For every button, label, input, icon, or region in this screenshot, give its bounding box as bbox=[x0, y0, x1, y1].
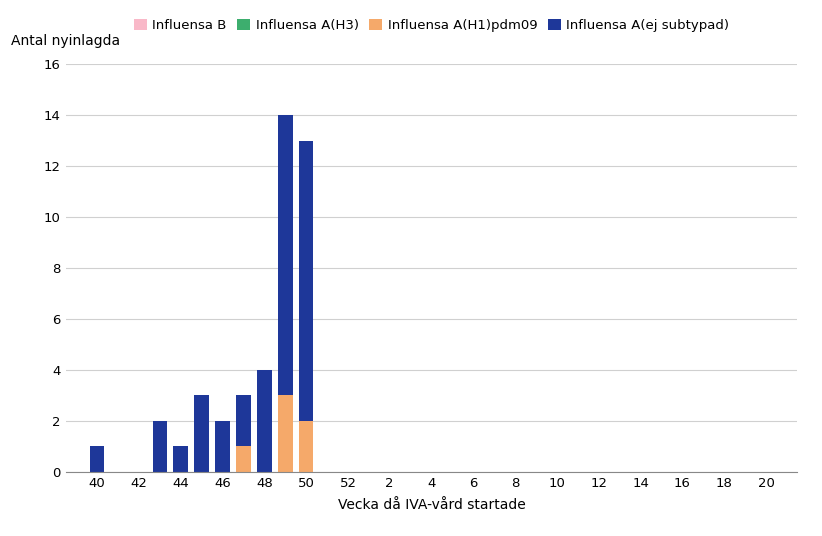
Bar bbox=[173, 446, 188, 472]
Text: Antal nyinlagda: Antal nyinlagda bbox=[11, 34, 120, 48]
Bar bbox=[278, 396, 293, 472]
Bar bbox=[236, 396, 251, 446]
Bar bbox=[90, 446, 104, 472]
Bar bbox=[153, 421, 167, 472]
Bar bbox=[194, 396, 209, 472]
Legend: Influensa B, Influensa A(H3), Influensa A(H1)pdm09, Influensa A(ej subtypad): Influensa B, Influensa A(H3), Influensa … bbox=[128, 14, 735, 38]
Bar bbox=[236, 446, 251, 472]
Bar bbox=[299, 421, 313, 472]
Bar bbox=[299, 140, 313, 421]
Bar bbox=[257, 370, 271, 472]
Bar bbox=[215, 421, 230, 472]
X-axis label: Vecka då IVA-vård startade: Vecka då IVA-vård startade bbox=[338, 498, 525, 512]
Bar bbox=[278, 115, 293, 396]
